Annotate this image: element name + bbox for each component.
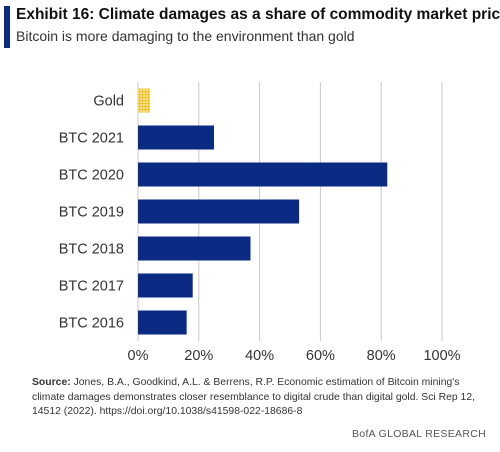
bar (138, 236, 251, 261)
footer-brand: BofA GLOBAL RESEARCH (352, 428, 486, 440)
category-labels: Gold BTC 2021 BTC 2020 BTC 2019 BTC 2018 BTC … (59, 94, 124, 332)
x-axis-ticks: 0% 20% 40% 60% 80% 100% (128, 348, 461, 364)
category-label: BTC 2017 (59, 279, 124, 295)
bars (138, 88, 388, 335)
category-label: BTC 2019 (59, 205, 124, 221)
chart-title: Exhibit 16: Climate damages as a share o… (16, 6, 500, 23)
bar (138, 310, 187, 335)
x-tick-label: 40% (245, 348, 274, 364)
category-label: BTC 2020 (59, 168, 124, 184)
bar (138, 162, 388, 187)
category-label: BTC 2018 (59, 242, 124, 258)
source-text: Jones, B.A., Goodkind, A.L. & Berrens, R… (32, 377, 475, 417)
x-tick-label: 20% (184, 348, 213, 364)
x-tick-label: 60% (306, 348, 335, 364)
x-tick-label: 80% (367, 348, 396, 364)
bar-chart: Gold BTC 2021 BTC 2020 BTC 2019 BTC 2018 BTC … (59, 82, 461, 364)
chart-subtitle: Bitcoin is more damaging to the environm… (16, 28, 355, 44)
x-tick-label: 100% (423, 348, 460, 364)
x-tick-label: 0% (128, 348, 149, 364)
category-label: BTC 2016 (59, 316, 124, 332)
bar (138, 273, 193, 298)
bar (138, 125, 214, 150)
source-note: Source: Jones, B.A., Goodkind, A.L. & Be… (32, 376, 490, 420)
bar (138, 88, 151, 113)
category-label: Gold (93, 94, 124, 110)
accent-bar (4, 6, 10, 48)
category-label: BTC 2021 (59, 131, 124, 147)
source-label: Source: (32, 377, 71, 388)
bar (138, 199, 300, 224)
